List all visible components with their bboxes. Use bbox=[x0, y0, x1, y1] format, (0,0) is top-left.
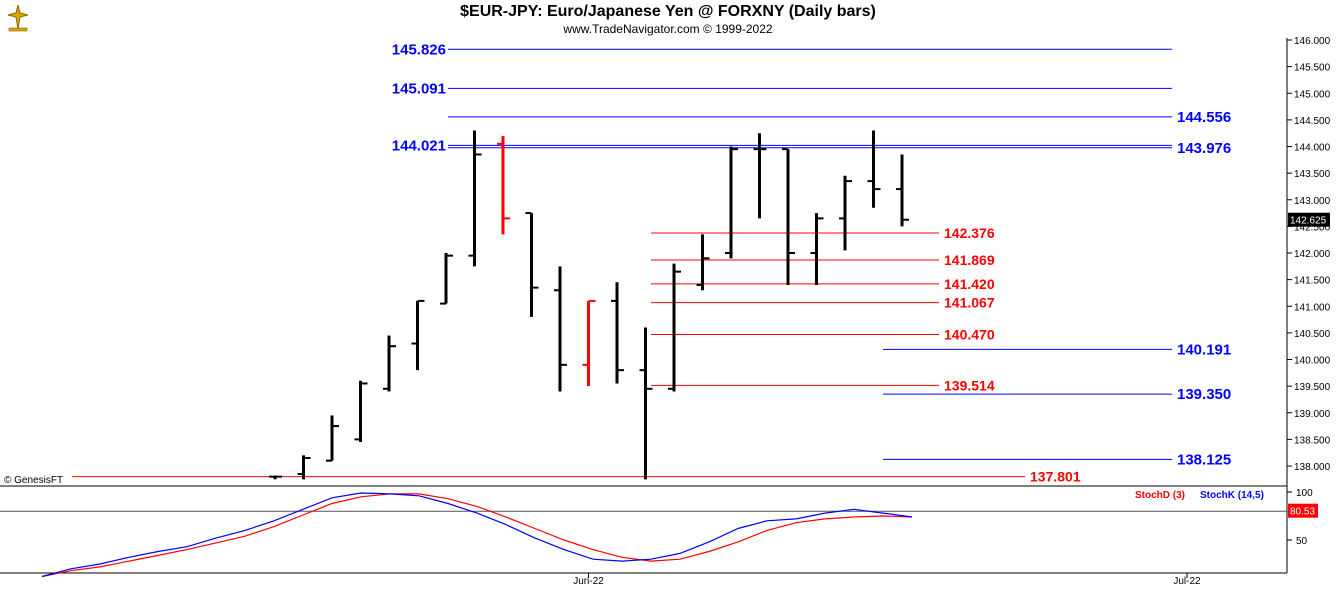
price-tick-label: 140.500 bbox=[1294, 329, 1331, 340]
fib-level-label-red: 142.376 bbox=[944, 225, 995, 241]
price-tick-label: 142.000 bbox=[1294, 249, 1331, 260]
stochastic-panel: StochD (3) StochK (14,5) 80.53 bbox=[0, 490, 1318, 578]
stoch-value-label: 80.53 bbox=[1290, 507, 1315, 518]
fib-level-label-blue: 145.091 bbox=[392, 80, 446, 97]
genesis-watermark: © GenesisFT bbox=[4, 475, 63, 486]
fib-level-label-blue: 138.125 bbox=[1177, 451, 1231, 468]
price-tick-label: 143.000 bbox=[1294, 196, 1331, 207]
chart-overlay: © GenesisFT bbox=[4, 475, 63, 486]
fib-level-label-red: 139.514 bbox=[944, 377, 995, 393]
fib-level-label-blue: 139.350 bbox=[1177, 386, 1231, 403]
chart-subtitle: www.TradeNavigator.com © 1999-2022 bbox=[563, 22, 773, 36]
price-tick-label: 141.000 bbox=[1294, 302, 1331, 313]
time-axis: Jun-22 Jul-22 bbox=[573, 573, 1201, 587]
fib-level-label-red: 141.067 bbox=[944, 295, 995, 311]
price-bars bbox=[269, 130, 909, 480]
last-price-label: 142.625 bbox=[1290, 216, 1327, 227]
fib-level-label-red: 141.420 bbox=[944, 276, 995, 292]
fib-level-label-red: 140.470 bbox=[944, 326, 995, 342]
fib-level-label-red: 141.869 bbox=[944, 252, 995, 268]
fib-level-label-blue: 145.826 bbox=[392, 41, 446, 58]
time-tick-label: Jul-22 bbox=[1173, 576, 1201, 587]
price-tick-label: 142.500 bbox=[1294, 222, 1331, 233]
fibonacci-levels: 145.826 145.091 144.556 144.021 143.976 140.1… bbox=[72, 41, 1231, 485]
price-tick-label: 143.500 bbox=[1294, 169, 1331, 180]
fib-level-label-blue: 144.021 bbox=[392, 137, 446, 154]
price-tick-label: 145.500 bbox=[1294, 63, 1331, 74]
price-tick-label: 144.000 bbox=[1294, 143, 1331, 154]
price-tick-label: 146.000 bbox=[1294, 36, 1331, 47]
price-tick-label: 139.000 bbox=[1294, 409, 1331, 420]
stoch-k-legend: StochK (14,5) bbox=[1200, 490, 1264, 501]
price-tick-label: 139.500 bbox=[1294, 382, 1331, 393]
price-tick-label: 140.000 bbox=[1294, 356, 1331, 367]
time-tick-label: Jun-22 bbox=[573, 576, 604, 587]
chart-title: $EUR-JPY: Euro/Japanese Yen @ FORXNY (Da… bbox=[460, 3, 876, 20]
stoch-axis: 100 50 bbox=[1287, 488, 1313, 547]
last-price-tag bbox=[1288, 212, 1330, 227]
stoch-value-tag bbox=[1288, 503, 1318, 518]
fib-level-label-red: 137.801 bbox=[1030, 469, 1081, 485]
tradenavigator-logo-icon bbox=[3, 3, 33, 33]
stoch-d-legend: StochD (3) bbox=[1135, 490, 1185, 501]
fib-level-label-blue: 140.191 bbox=[1177, 341, 1231, 358]
price-axis: 138.000 138.500 139.000 139.500 140.000 140.5… bbox=[1287, 36, 1331, 473]
stoch-k-line bbox=[41, 492, 913, 578]
price-tick-label: 145.000 bbox=[1294, 89, 1331, 100]
price-tick-label: 141.500 bbox=[1294, 276, 1331, 287]
price-tick-label: 138.000 bbox=[1294, 462, 1331, 473]
fib-level-label-blue: 144.556 bbox=[1177, 109, 1231, 126]
stoch-d-line bbox=[41, 493, 913, 578]
stoch-tick-label: 100 bbox=[1296, 488, 1313, 499]
price-tick-label: 138.500 bbox=[1294, 435, 1331, 446]
chart-header: $EUR-JPY: Euro/Japanese Yen @ FORXNY (Da… bbox=[0, 0, 1336, 38]
fib-level-label-blue: 143.976 bbox=[1177, 140, 1231, 157]
price-tick-label: 144.500 bbox=[1294, 116, 1331, 127]
stoch-tick-label: 50 bbox=[1296, 536, 1308, 547]
